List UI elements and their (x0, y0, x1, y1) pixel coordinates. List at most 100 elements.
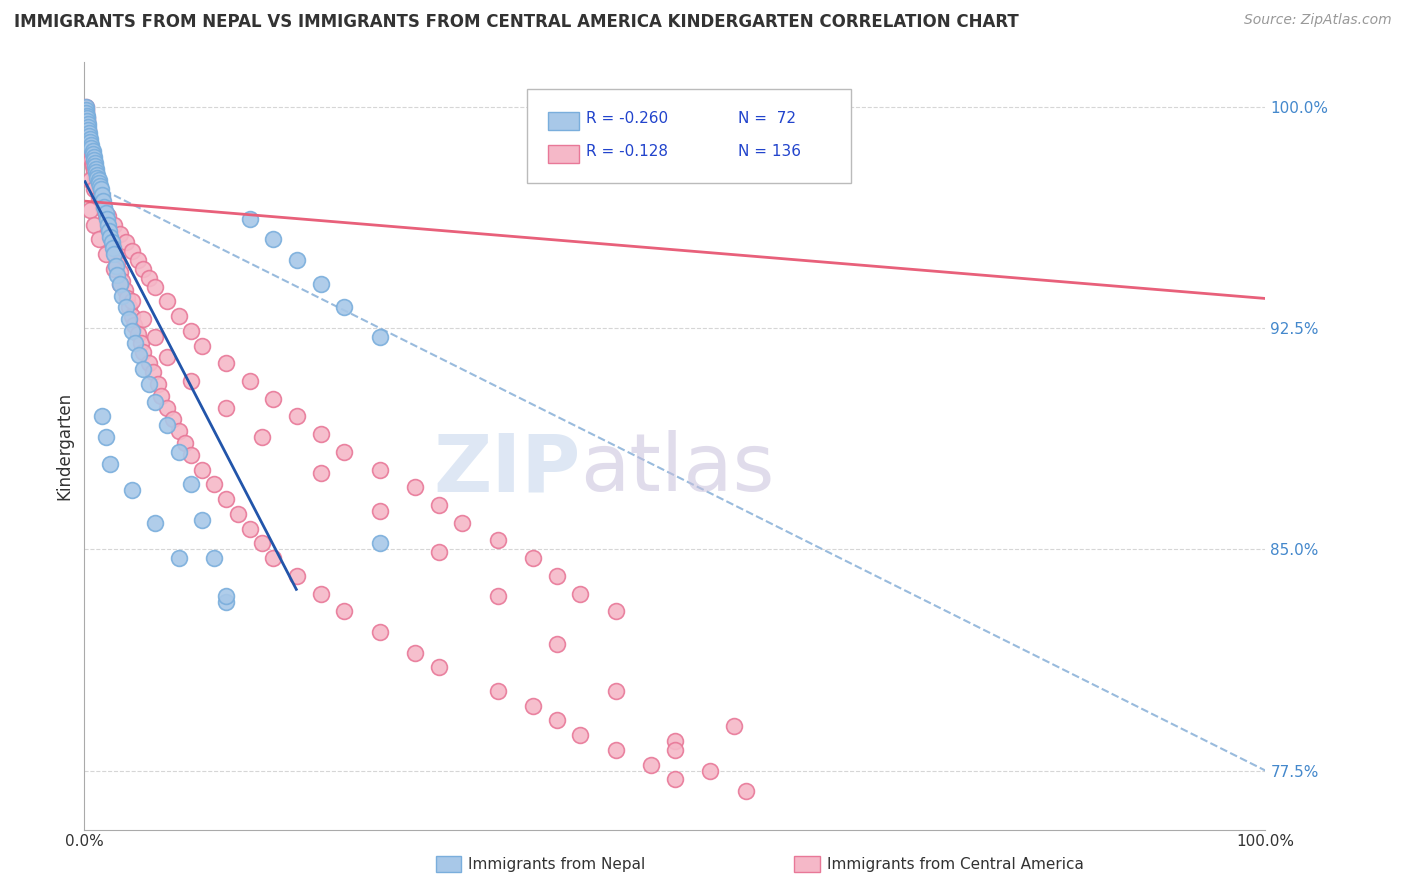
Point (180, 448, 202, 462)
Point (262, 232, 284, 246)
Point (98, 229, 121, 244)
Point (368, 462, 391, 476)
Point (226, 507, 249, 521)
Point (75, 103, 97, 117)
Point (138, 270, 160, 285)
Point (368, 504, 391, 518)
Point (173, 436, 195, 450)
Point (664, 734, 686, 748)
Point (427, 498, 450, 512)
Point (699, 764, 721, 778)
Point (75, 105, 97, 120)
Point (83, 150, 105, 164)
Point (138, 377, 160, 392)
Point (143, 516, 166, 530)
Point (76, 114, 98, 128)
Point (89, 179, 111, 194)
Point (121, 324, 143, 338)
Point (76, 112, 98, 126)
Text: Immigrants from Nepal: Immigrants from Nepal (468, 857, 645, 871)
Point (115, 292, 138, 306)
Point (111, 274, 134, 288)
Point (79, 173, 101, 187)
Point (103, 262, 125, 277)
Point (333, 604, 356, 618)
Point (368, 624, 391, 639)
Point (427, 660, 450, 674)
Point (167, 445, 190, 459)
Point (94, 206, 117, 220)
Text: R = -0.128: R = -0.128 (586, 145, 668, 159)
Point (250, 536, 273, 550)
Point (91, 409, 114, 424)
Point (84, 159, 107, 173)
Text: Immigrants from Central America: Immigrants from Central America (827, 857, 1084, 871)
Point (80, 153, 103, 167)
Point (104, 247, 127, 261)
Point (94, 247, 117, 261)
Point (77, 138, 100, 153)
Point (96, 215, 118, 229)
Point (127, 253, 149, 268)
Point (180, 324, 202, 338)
Point (98, 457, 121, 471)
Point (191, 513, 214, 527)
Point (122, 318, 145, 332)
Point (83, 218, 105, 232)
Point (77, 123, 100, 137)
Point (404, 646, 426, 660)
Point (83, 164, 105, 178)
Point (82, 144, 104, 158)
Text: N =  72: N = 72 (738, 112, 796, 126)
Point (94, 430, 117, 444)
Point (285, 409, 308, 424)
Point (87, 232, 110, 246)
Point (250, 430, 273, 444)
Point (569, 728, 592, 742)
Point (80, 138, 103, 153)
Point (215, 492, 238, 507)
Point (605, 604, 627, 618)
Point (546, 714, 568, 728)
Point (156, 351, 179, 365)
Point (215, 590, 238, 604)
Point (309, 466, 332, 480)
Point (239, 374, 262, 388)
Point (75, 103, 97, 117)
Point (132, 262, 155, 277)
Point (111, 288, 134, 302)
Point (333, 301, 356, 315)
Point (118, 301, 141, 315)
Point (486, 590, 509, 604)
Point (162, 412, 184, 426)
Point (522, 551, 544, 566)
Point (368, 330, 391, 344)
Point (80, 141, 103, 155)
Point (368, 536, 391, 550)
Point (84, 170, 107, 185)
Point (86, 168, 108, 182)
Point (132, 312, 155, 326)
Point (180, 477, 202, 491)
Point (522, 698, 544, 713)
Point (84, 177, 107, 191)
Point (132, 362, 155, 376)
Point (309, 277, 332, 291)
Point (76, 112, 98, 126)
Point (156, 401, 179, 415)
Text: IMMIGRANTS FROM NEPAL VS IMMIGRANTS FROM CENTRAL AMERICA KINDERGARTEN CORRELATIO: IMMIGRANTS FROM NEPAL VS IMMIGRANTS FROM… (14, 13, 1019, 31)
Point (167, 551, 190, 566)
Point (89, 186, 111, 200)
Point (167, 424, 190, 438)
Point (83, 182, 105, 196)
Point (215, 401, 238, 415)
Point (77, 132, 100, 146)
Point (114, 301, 136, 315)
Point (309, 586, 332, 600)
Point (101, 238, 124, 252)
Point (84, 164, 107, 178)
Point (262, 392, 284, 406)
Point (333, 445, 356, 459)
Point (143, 279, 166, 293)
Y-axis label: Kindergarten: Kindergarten (55, 392, 73, 500)
